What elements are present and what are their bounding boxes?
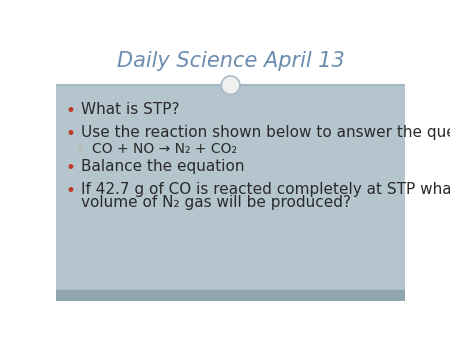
Text: Balance the equation: Balance the equation bbox=[81, 159, 244, 174]
Text: CO + NO → N₂ + CO₂: CO + NO → N₂ + CO₂ bbox=[92, 142, 237, 156]
Text: If 42.7 g of CO is reacted completely at STP what: If 42.7 g of CO is reacted completely at… bbox=[81, 182, 450, 197]
Text: •: • bbox=[65, 182, 75, 200]
Circle shape bbox=[221, 76, 240, 94]
Text: ◦: ◦ bbox=[76, 142, 83, 155]
Text: •: • bbox=[65, 125, 75, 143]
Text: •: • bbox=[65, 159, 75, 177]
Bar bbox=[56, 290, 405, 301]
Text: volume of N₂ gas will be produced?: volume of N₂ gas will be produced? bbox=[81, 195, 351, 210]
Text: Daily Science April 13: Daily Science April 13 bbox=[117, 51, 345, 71]
Text: •: • bbox=[65, 102, 75, 120]
Bar bbox=[56, 85, 405, 290]
Text: Use the reaction shown below to answer the questions:: Use the reaction shown below to answer t… bbox=[81, 125, 450, 140]
Text: What is STP?: What is STP? bbox=[81, 102, 180, 117]
Bar bbox=[56, 41, 405, 85]
